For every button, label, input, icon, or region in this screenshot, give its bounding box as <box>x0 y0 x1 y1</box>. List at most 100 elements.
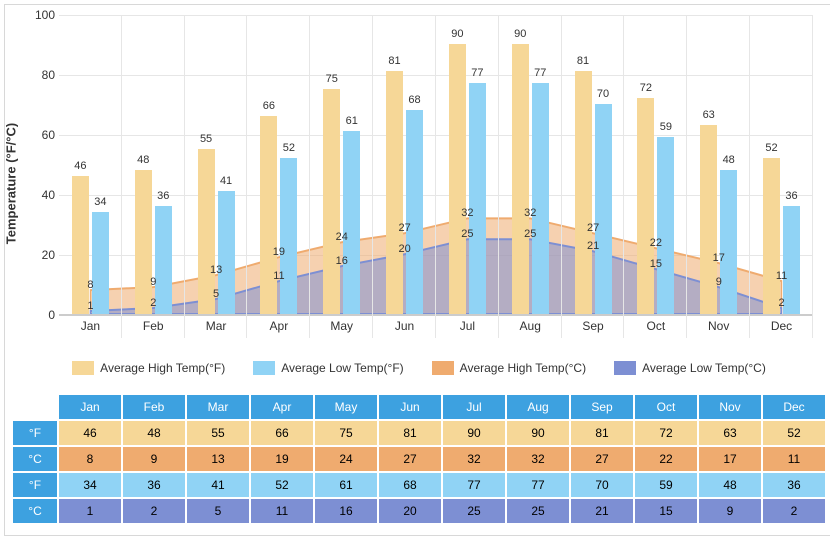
y-tick-label: 20 <box>25 248 55 262</box>
month-column: 81 68 <box>373 15 436 314</box>
low-f-bar: 36 <box>155 206 172 314</box>
table-cell: 25 <box>443 499 505 523</box>
table-cell: 13 <box>187 447 249 471</box>
bar-value-label: 66 <box>263 100 275 112</box>
legend-label: Average High Temp(°C) <box>460 361 586 375</box>
table-cell: 81 <box>571 421 633 445</box>
low-c-value-label: 15 <box>650 258 662 270</box>
table-cell: 24 <box>315 447 377 471</box>
table-cell: 17 <box>699 447 761 471</box>
x-tick-label: Jul <box>436 315 499 339</box>
table-cell: 90 <box>443 421 505 445</box>
table-header-cell: Apr <box>251 395 313 419</box>
legend-label: Average Low Temp(°F) <box>281 361 403 375</box>
table-corner <box>13 395 57 419</box>
table-cell: 34 <box>59 473 121 497</box>
table-cell: 48 <box>123 421 185 445</box>
high-f-bar: 55 <box>198 149 215 314</box>
high-c-value-label: 32 <box>524 207 536 219</box>
table-cell: 66 <box>251 421 313 445</box>
legend-swatch-icon <box>432 361 454 375</box>
table-header-cell: Aug <box>507 395 569 419</box>
table-cell: 11 <box>251 499 313 523</box>
low-c-value-label: 25 <box>461 228 473 240</box>
legend-swatch-icon <box>72 361 94 375</box>
x-tick-label: Dec <box>750 315 813 339</box>
chart-container: Temperature (°F/°C) 46344836554166527561… <box>4 4 830 536</box>
legend-item-high-c: Average High Temp(°C) <box>432 361 586 375</box>
month-column: 4836 <box>122 15 185 314</box>
x-tick-label: Oct <box>624 315 687 339</box>
table-cell: 77 <box>507 473 569 497</box>
high-c-value-label: 9 <box>150 276 156 288</box>
table-row: °C1251116202525211592 <box>13 499 825 523</box>
table-cell: 32 <box>443 447 505 471</box>
table-cell: 75 <box>315 421 377 445</box>
table-cell: 22 <box>635 447 697 471</box>
high-f-bar: 75 <box>323 89 340 314</box>
table-row: °F343641526168777770594836 <box>13 473 825 497</box>
table-cell: 52 <box>763 421 825 445</box>
data-table: JanFebMarAprMayJunJulAugSepOctNovDec°F46… <box>11 393 827 525</box>
month-column: 90 77 <box>436 15 499 314</box>
table-cell: 77 <box>443 473 505 497</box>
low-c-value-label: 2 <box>779 297 785 309</box>
month-column: 7561 <box>310 15 373 314</box>
table-cell: 8 <box>59 447 121 471</box>
bar-value-label: 77 <box>534 67 546 79</box>
table-cell: 36 <box>763 473 825 497</box>
high-c-value-label: 24 <box>336 231 348 243</box>
high-f-bar: 81 <box>575 71 592 314</box>
table-cell: 21 <box>571 499 633 523</box>
month-column: 81 70 <box>562 15 625 314</box>
bar-value-label: 59 <box>660 121 672 133</box>
low-f-bar: 48 <box>720 170 737 314</box>
high-c-value-label: 17 <box>713 252 725 264</box>
x-tick-label: May <box>310 315 373 339</box>
y-tick-label: 60 <box>25 128 55 142</box>
bar-value-label: 90 <box>451 28 463 40</box>
table-row: °F464855667581909081726352 <box>13 421 825 445</box>
bar-value-label: 70 <box>597 88 609 100</box>
table-row-label: °F <box>13 473 57 497</box>
low-f-bar: 77 <box>532 83 549 314</box>
chart-area: Temperature (°F/°C) 46344836554166527561… <box>5 5 830 347</box>
table-header-cell: Feb <box>123 395 185 419</box>
table-header-cell: Dec <box>763 395 825 419</box>
table-cell: 9 <box>123 447 185 471</box>
high-c-value-label: 8 <box>87 279 93 291</box>
x-tick-label: Jan <box>59 315 122 339</box>
table-cell: 41 <box>187 473 249 497</box>
table-cell: 9 <box>699 499 761 523</box>
low-f-bar: 61 <box>343 131 360 314</box>
legend-item-high-f: Average High Temp(°F) <box>72 361 225 375</box>
table-header-cell: Mar <box>187 395 249 419</box>
table-header-cell: Oct <box>635 395 697 419</box>
month-column: 9077 <box>499 15 562 314</box>
table-cell: 72 <box>635 421 697 445</box>
high-f-bar: 66 <box>260 116 277 314</box>
table-cell: 81 <box>379 421 441 445</box>
high-c-value-label: 19 <box>273 246 285 258</box>
high-c-value-label: 27 <box>587 222 599 234</box>
table-header-cell: May <box>315 395 377 419</box>
low-c-value-label: 16 <box>336 255 348 267</box>
bar-value-label: 46 <box>74 160 86 172</box>
low-f-bar: 59 <box>657 137 674 314</box>
y-tick-label: 80 <box>25 68 55 82</box>
low-f-bar: 68 <box>406 110 423 314</box>
table-header-cell: Jul <box>443 395 505 419</box>
bar-value-label: 81 <box>388 55 400 67</box>
table-header-cell: Nov <box>699 395 761 419</box>
high-f-bar: 48 <box>135 170 152 314</box>
low-c-value-label: 20 <box>398 243 410 255</box>
legend-swatch-icon <box>253 361 275 375</box>
bar-value-label: 55 <box>200 133 212 145</box>
table-header-cell: Jan <box>59 395 121 419</box>
y-tick-label: 100 <box>25 8 55 22</box>
bar-value-label: 77 <box>471 67 483 79</box>
table-cell: 61 <box>315 473 377 497</box>
bar-value-label: 48 <box>137 154 149 166</box>
table-cell: 1 <box>59 499 121 523</box>
grid-line <box>59 315 813 316</box>
